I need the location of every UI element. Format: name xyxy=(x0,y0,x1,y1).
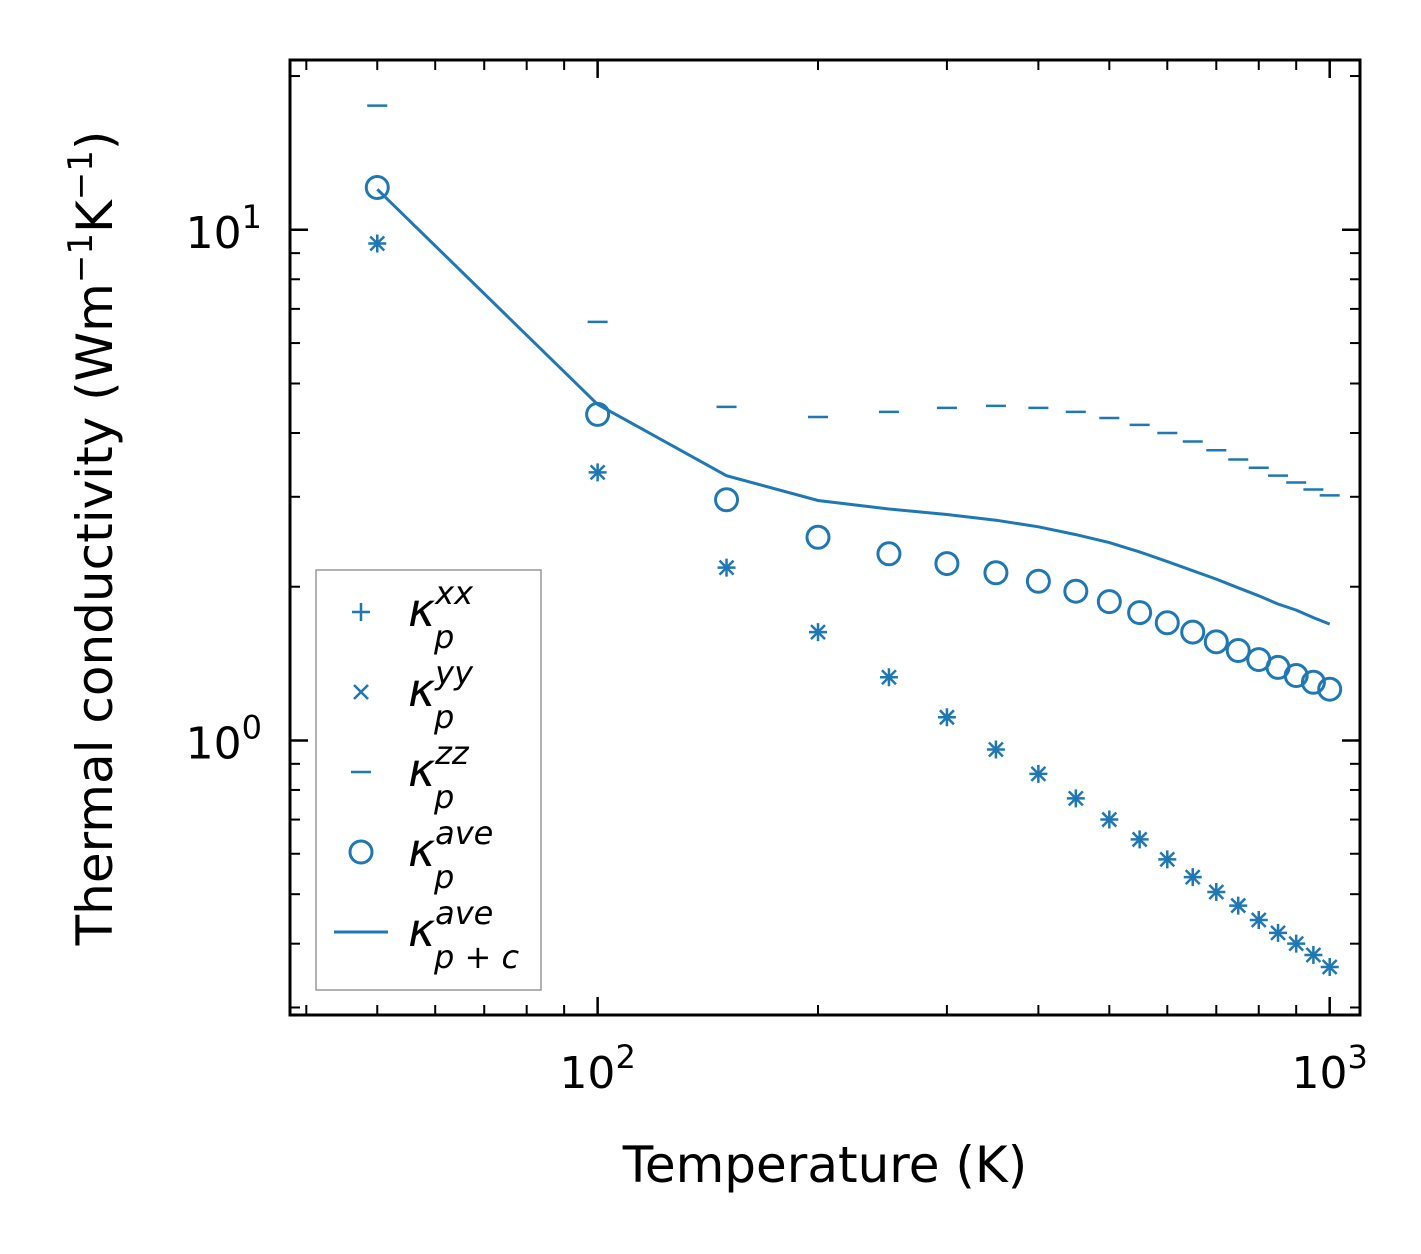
data-point-kappa_p_yy xyxy=(1101,811,1118,828)
data-point-kappa_p_ave xyxy=(1127,600,1153,626)
data-point-kappa_p_yy xyxy=(1131,831,1148,848)
data-point-kappa_p_yy xyxy=(810,624,826,640)
data-point-kappa_p_ave xyxy=(1154,610,1180,636)
legend-label: κxx p xyxy=(408,574,474,656)
data-point-kappa_p_ave xyxy=(805,524,831,550)
data-point-kappa_p_ave xyxy=(983,560,1009,586)
data-point-kappa_p_yy xyxy=(1208,884,1225,900)
plot-frame xyxy=(288,58,1362,1017)
y-axis-label: Thermal conductivity (Wm−1K−1) xyxy=(61,131,124,947)
tick-labels: 102 103 100 101 xyxy=(186,198,1368,1099)
legend-marker xyxy=(352,603,370,621)
legend-box xyxy=(315,569,542,991)
data-point-kappa_p_ave xyxy=(1180,619,1206,645)
series-kappa_p_zz xyxy=(367,104,1340,497)
data-point-kappa_p_yy xyxy=(1288,935,1305,952)
legend-label: κyy p xyxy=(408,654,474,736)
data-point-kappa_p_yy xyxy=(1230,897,1247,914)
data-point-kappa_p_ave xyxy=(934,551,960,577)
data-point-kappa_p_ave xyxy=(714,487,740,513)
legend-label: κave p xyxy=(408,814,493,896)
data-point-kappa_p_ave xyxy=(364,174,390,200)
data-point-kappa_p_ave xyxy=(1300,669,1326,695)
data-point-kappa_p_yy xyxy=(881,669,897,686)
series-line-kappa_pc_ave xyxy=(376,188,1331,626)
data-point-kappa_p_yy xyxy=(589,464,606,481)
legend-marker xyxy=(353,684,369,700)
x-tick-label: 103 xyxy=(1292,1038,1368,1099)
series-kappa_p_ave xyxy=(364,174,1343,702)
data-point-kappa_p_ave xyxy=(1283,663,1309,689)
data-point-kappa_p_yy xyxy=(1184,869,1201,886)
data-point-kappa_p_ave xyxy=(1096,589,1122,615)
data-point-kappa_p_yy xyxy=(988,741,1004,758)
data-point-kappa_p_ave xyxy=(1025,568,1051,594)
data-point-kappa_p_ave xyxy=(1063,578,1089,604)
y-tick-label: 100 xyxy=(186,708,262,769)
y-tick-label: 101 xyxy=(186,198,262,259)
data-point-kappa_p_yy xyxy=(1270,924,1286,941)
x-axis-label: Temperature (K) xyxy=(622,1136,1027,1194)
data-point-kappa_p_yy xyxy=(1305,947,1322,963)
legend-entry: κzz p xyxy=(351,734,470,816)
legend-entry: κxx p xyxy=(352,574,474,656)
data-point-kappa_p_yy xyxy=(1159,851,1176,868)
data-point-kappa_p_ave xyxy=(1317,676,1343,702)
series-kappa_pc_ave xyxy=(376,188,1331,626)
legend-label: κzz p xyxy=(408,734,470,816)
data-point-kappa_p_yy xyxy=(369,235,386,252)
data-point-kappa_p_ave xyxy=(1225,638,1251,664)
data-point-kappa_p_ave xyxy=(876,541,902,567)
series-kappa_p_yy xyxy=(369,235,1338,975)
data-point-kappa_p_yy xyxy=(718,559,735,576)
data-point-kappa_p_yy xyxy=(1067,790,1084,807)
legend-label: κave p + c xyxy=(408,894,519,976)
legend-entry: κyy p xyxy=(353,654,474,736)
plot-area xyxy=(364,104,1343,977)
x-tick-label: 102 xyxy=(559,1038,635,1099)
legend-entry: κave p + c xyxy=(334,894,519,976)
legend-entry: κave p xyxy=(348,814,493,896)
data-point-kappa_p_yy xyxy=(1321,959,1338,975)
data-point-kappa_p_ave xyxy=(1203,629,1229,655)
data-point-kappa_p_yy xyxy=(1250,912,1267,928)
axis-ticks xyxy=(290,60,1360,1015)
data-point-kappa_p_ave xyxy=(585,401,611,427)
data-point-kappa_p_yy xyxy=(1030,766,1047,782)
data-point-kappa_p_yy xyxy=(939,709,955,726)
legend-marker xyxy=(348,839,374,865)
